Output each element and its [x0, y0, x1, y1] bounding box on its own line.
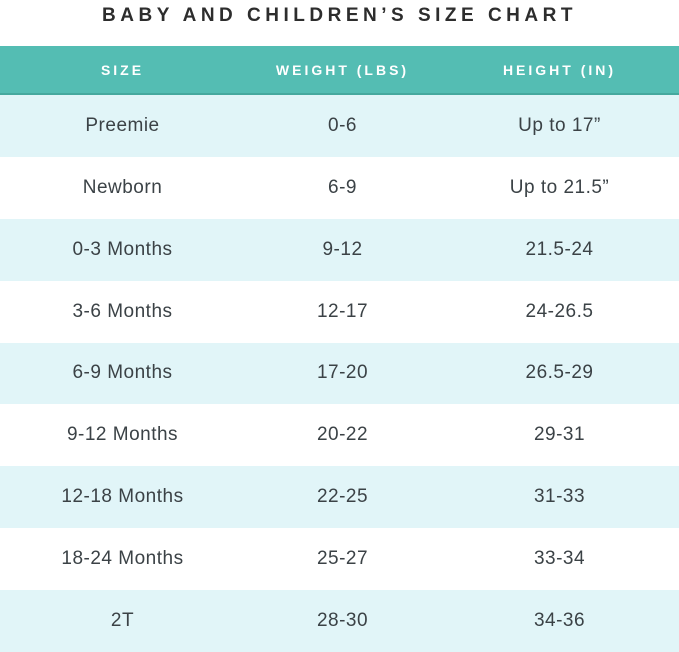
table-row: 0-3 Months 9-12 21.5-24 [0, 218, 679, 281]
table-header-row: SIZE WEIGHT (LBS) HEIGHT (IN) [0, 46, 679, 95]
cell-weight: 9-12 [322, 238, 363, 260]
cell-size: 6-9 Months [72, 362, 173, 384]
table-row: 3-6 Months 12-17 24-26.5 [0, 280, 679, 343]
cell-weight: 20-22 [316, 424, 369, 446]
cell-height: 34-36 [533, 610, 586, 632]
cell-weight: 22-25 [316, 486, 369, 508]
cell-height: 29-31 [533, 424, 586, 446]
cell-height: Up to 17” [518, 114, 601, 136]
table-row: Preemie 0-6 Up to 17” [0, 95, 679, 157]
chart-title: BABY AND CHILDREN’S SIZE CHART [102, 5, 577, 26]
cell-height: 21.5-24 [525, 238, 594, 260]
cell-weight: 28-30 [316, 610, 369, 632]
header-cell-height: HEIGHT (IN) [502, 61, 617, 78]
cell-height: 33-34 [533, 548, 586, 570]
cell-size: 2T [110, 610, 135, 632]
table-row: 2T 28-30 34-36 [0, 590, 679, 652]
cell-size: 3-6 Months [72, 300, 173, 322]
cell-size: 0-3 Months [72, 238, 173, 260]
cell-height: 26.5-29 [525, 362, 594, 384]
table-row: Newborn 6-9 Up to 21.5” [0, 156, 679, 219]
cell-size: Preemie [85, 114, 160, 136]
cell-size: 9-12 Months [66, 424, 179, 446]
chart-title-bar: BABY AND CHILDREN’S SIZE CHART [0, 0, 679, 46]
cell-height: 31-33 [533, 486, 586, 508]
cell-size: 18-24 Months [61, 548, 184, 570]
table-row: 6-9 Months 17-20 26.5-29 [0, 342, 679, 405]
header-cell-weight: WEIGHT (LBS) [275, 61, 410, 78]
table-row: 12-18 Months 22-25 31-33 [0, 466, 679, 529]
cell-height: Up to 21.5” [509, 176, 610, 198]
cell-weight: 17-20 [316, 362, 369, 384]
table-row: 18-24 Months 25-27 33-34 [0, 528, 679, 591]
cell-size: 12-18 Months [61, 486, 184, 508]
table-body: Preemie 0-6 Up to 17” Newborn 6-9 Up to … [0, 95, 679, 652]
cell-weight: 25-27 [316, 548, 369, 570]
cell-weight: 6-9 [328, 176, 357, 198]
cell-weight: 12-17 [316, 300, 369, 322]
header-cell-size: SIZE [100, 61, 145, 78]
table-row: 9-12 Months 20-22 29-31 [0, 404, 679, 467]
cell-size: Newborn [82, 176, 163, 198]
cell-height: 24-26.5 [525, 300, 594, 322]
cell-weight: 0-6 [328, 114, 357, 136]
